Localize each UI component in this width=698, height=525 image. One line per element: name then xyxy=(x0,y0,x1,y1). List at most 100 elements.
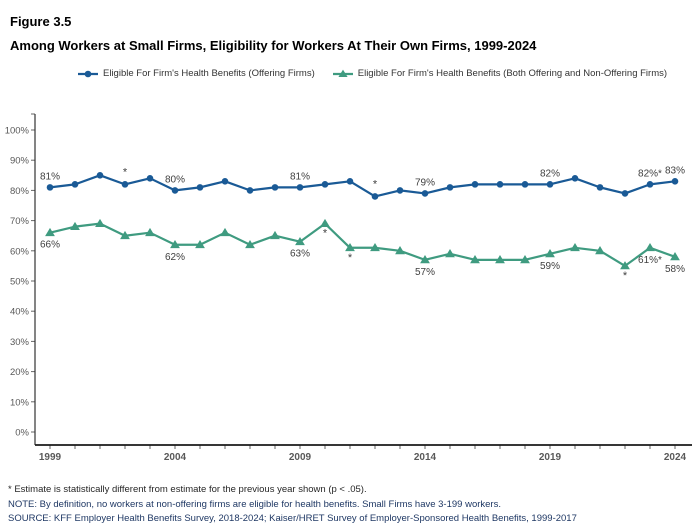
data-point xyxy=(671,178,679,185)
y-tick-label: 0% xyxy=(15,428,29,439)
data-label: 81% xyxy=(290,171,310,182)
data-point xyxy=(395,246,405,255)
data-point xyxy=(221,178,229,185)
data-point xyxy=(170,239,180,249)
significance-asterisk: * xyxy=(323,228,328,240)
data-point xyxy=(621,190,629,197)
x-tick-label: 2014 xyxy=(414,452,437,463)
x-tick-label: 2009 xyxy=(289,452,312,463)
y-tick-label: 10% xyxy=(10,397,30,408)
y-tick-label: 80% xyxy=(10,186,30,197)
chart-title: Among Workers at Small Firms, Eligibilit… xyxy=(10,38,537,53)
data-point xyxy=(321,181,329,188)
data-point xyxy=(120,230,130,240)
data-point xyxy=(421,190,429,197)
data-point xyxy=(196,184,204,191)
data-label: 58% xyxy=(665,264,685,275)
data-point xyxy=(121,181,129,188)
data-point xyxy=(70,221,80,231)
data-point xyxy=(596,184,604,191)
significance-asterisk: * xyxy=(373,178,378,190)
y-tick-label: 20% xyxy=(10,367,30,378)
data-point xyxy=(571,175,579,182)
data-point xyxy=(320,218,330,228)
data-point xyxy=(646,181,654,188)
x-tick-label: 2019 xyxy=(539,452,562,463)
legend-label: Eligible For Firm's Health Benefits (Off… xyxy=(103,68,315,79)
data-point xyxy=(370,242,380,252)
data-point xyxy=(496,181,504,188)
y-tick-label: 60% xyxy=(10,246,30,257)
significance-asterisk: * xyxy=(348,252,353,264)
data-point xyxy=(471,181,479,188)
data-point xyxy=(521,181,529,188)
significance-asterisk: * xyxy=(623,270,628,282)
data-point xyxy=(346,178,354,185)
data-label: 79% xyxy=(415,177,435,188)
series-line xyxy=(49,222,676,267)
data-point xyxy=(620,261,630,270)
data-point xyxy=(546,181,554,188)
y-tick-label: 70% xyxy=(10,216,30,227)
data-point xyxy=(295,236,305,246)
data-point xyxy=(45,227,55,237)
data-label: 82% xyxy=(540,168,560,179)
significance-asterisk: * xyxy=(123,166,128,178)
data-label: 57% xyxy=(415,267,435,278)
data-label: 81% xyxy=(40,171,60,182)
chart-legend: Eligible For Firm's Health Benefits (Off… xyxy=(78,68,667,79)
line-circle-marker-icon xyxy=(78,70,98,77)
data-point xyxy=(595,246,605,255)
data-point xyxy=(245,239,255,249)
data-point xyxy=(271,184,279,191)
legend-item-both-firms: Eligible For Firm's Health Benefits (Bot… xyxy=(332,68,668,79)
data-point xyxy=(270,230,280,240)
data-point xyxy=(570,242,580,252)
footnote-significance: * Estimate is statistically different fr… xyxy=(8,484,367,495)
data-point xyxy=(96,172,104,179)
y-tick-label: 90% xyxy=(10,156,30,167)
y-tick-label: 100% xyxy=(5,126,30,137)
data-point xyxy=(545,249,555,258)
line-chart: 0% 10% 20% 30% 40% 50% 60% 70% 80% 90% 100% 1999 200… xyxy=(5,113,692,463)
data-point xyxy=(670,252,680,261)
x-tick-label: 1999 xyxy=(39,452,62,463)
x-tick-label: 2024 xyxy=(664,452,687,463)
data-point xyxy=(420,255,430,264)
data-point xyxy=(345,242,355,252)
data-point xyxy=(246,187,254,194)
x-tick-label: 2004 xyxy=(164,452,187,463)
data-point xyxy=(645,242,655,252)
x-axis: 1999 2004 2009 2014 2019 2024 xyxy=(35,444,692,463)
data-point xyxy=(520,255,530,264)
line-triangle-marker-icon xyxy=(332,69,353,77)
y-tick-label: 50% xyxy=(10,277,30,288)
data-point xyxy=(371,193,379,200)
series-line xyxy=(49,174,676,198)
data-point xyxy=(396,187,404,194)
data-label: 83% xyxy=(665,165,685,176)
data-point xyxy=(495,255,505,264)
data-point xyxy=(95,218,105,228)
data-point xyxy=(470,255,480,264)
data-point xyxy=(145,227,155,237)
data-point xyxy=(171,187,179,194)
legend-label: Eligible For Firm's Health Benefits (Bot… xyxy=(357,68,668,79)
footnote-source: SOURCE: KFF Employer Health Benefits Sur… xyxy=(8,513,577,524)
data-point xyxy=(220,227,230,237)
y-axis: 0% 10% 20% 30% 40% 50% 60% 70% 80% 90% 100% xyxy=(5,113,36,445)
data-label: 80% xyxy=(165,174,185,185)
data-point xyxy=(71,181,79,188)
data-label: 63% xyxy=(290,249,310,260)
data-point xyxy=(195,239,205,249)
data-label: 82%* xyxy=(638,168,662,179)
series-circle: 81% 80% 81% 79% 82% 82%* 83% * * xyxy=(40,165,685,200)
data-point xyxy=(446,184,454,191)
legend-item-offering-firms: Eligible For Firm's Health Benefits (Off… xyxy=(78,68,315,79)
data-point xyxy=(445,249,455,258)
data-label: 66% xyxy=(40,240,60,251)
data-label: 62% xyxy=(165,252,185,263)
y-tick-label: 40% xyxy=(10,307,30,318)
y-tick-label: 30% xyxy=(10,337,30,348)
series-triangle: 66% 62% 63% 57% 59% 61%*58% * * * xyxy=(40,218,685,282)
